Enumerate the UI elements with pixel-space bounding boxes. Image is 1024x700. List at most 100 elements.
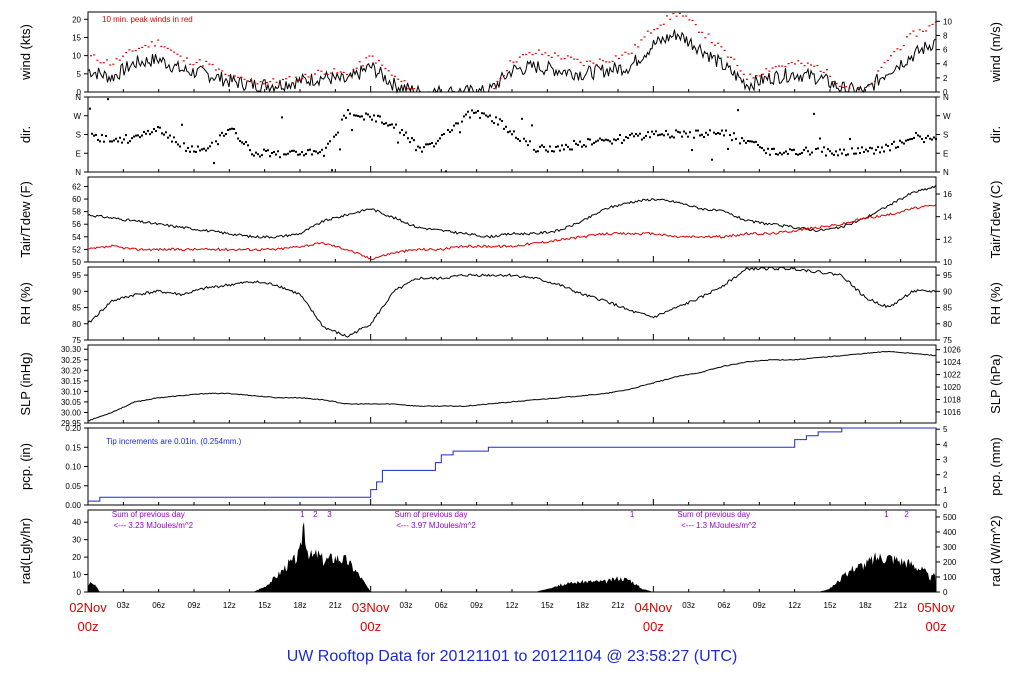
dir-point [859,152,861,155]
wind-peak-mark [403,80,406,82]
dir-point [97,139,99,142]
dir-point [153,128,155,131]
wind-peak-mark [678,12,681,15]
dir-point [625,136,627,139]
dir-point [827,148,829,151]
dir-point [325,146,327,149]
ytick-label-right-slp: 1026 [943,346,961,355]
dir-point [185,149,187,152]
dir-point [639,132,641,135]
dir-point [799,152,801,155]
radiation-area [88,521,936,592]
wind-peak-mark [915,35,918,37]
dir-point [789,148,791,151]
dir-point [719,132,721,135]
dir-point [733,132,735,135]
wind-peak-mark [259,81,262,83]
dir-point [693,136,695,139]
dir-point [653,133,655,136]
wind-peak-mark [742,73,745,75]
dir-point [923,141,925,144]
dir-point [397,141,399,144]
ytick-label-right-temperature: 16 [943,190,952,199]
wind-peak-mark [784,65,787,68]
dir-point [387,124,389,127]
dir-point [709,129,711,132]
ytick-label-left-pcp: 0.05 [65,482,81,491]
dir-point [833,153,835,156]
wind-peak-mark [790,61,793,64]
dir-point [611,142,613,145]
dir-point [411,137,413,140]
wind-peak-mark [320,70,323,72]
wind-peak-mark [346,73,348,76]
ytick-label-right-rh: 75 [943,336,952,345]
footer-title: UW Rooftop Data for 20121101 to 20121104… [286,648,738,665]
wind-peak-mark [912,30,915,32]
dir-point [655,130,657,133]
dir-point [817,147,819,150]
wind-peak-mark [352,69,355,71]
ytick-label-left-slp: 30.20 [61,366,82,375]
dir-point [293,149,295,152]
wind-peak-mark [560,58,563,60]
wind-peak-mark [925,30,928,32]
wind-peak-mark [806,62,809,64]
dir-point [651,130,653,133]
dir-point [891,143,893,146]
rad-peak-mark: 1 [300,510,305,519]
wind-peak-mark [134,50,137,52]
wind-peak-mark [531,53,534,56]
dir-point [103,140,105,143]
dir-point [821,150,823,153]
dir-point [569,148,571,151]
dir-point [183,142,185,145]
wind-peak-mark [342,71,345,74]
dir-point [929,137,931,140]
wind-peak-mark [250,78,252,81]
wind-peak-mark [707,33,710,35]
ylabel-left-slp: SLP (inHg) [18,352,33,415]
wind-peak-mark [736,64,739,67]
wind-peak-mark [371,55,374,57]
wind-peak-mark [554,52,556,54]
wind-peak-mark [694,24,697,26]
wind-peak-mark [400,80,403,83]
dir-point [451,129,453,132]
dir-point [729,134,731,137]
dir-point [191,145,193,148]
wind-peak-mark [230,79,233,81]
dir-point [553,150,555,153]
xtick-label: 09z [753,601,766,610]
wind-peak-mark [96,59,99,61]
dir-point [475,111,477,114]
dir-point [331,169,333,172]
wind-peak-mark [138,47,140,50]
dir-point [439,137,441,140]
dir-point [469,116,471,119]
dir-point [345,116,347,119]
dir-point [497,123,499,126]
dir-point [101,134,103,137]
dir-point [761,147,763,150]
dir-point [749,140,751,143]
wind-peak-mark [640,39,643,41]
dir-point [621,141,623,144]
wind-peak-mark [186,57,188,59]
dir-point [137,134,139,137]
wind-peak-mark [826,69,828,71]
ytick-label-left-temperature: 56 [72,220,81,229]
dir-point [457,122,459,125]
ytick-label-left-wind: 15 [72,33,81,42]
dir-point [535,150,537,153]
dir-point [841,152,843,155]
dir-point [701,133,703,136]
dir-point [735,137,737,140]
dir-point [173,136,175,139]
dir-point [319,151,321,154]
dir-point [689,131,691,134]
dir-point [385,122,387,125]
dir-point [525,140,527,143]
ytick-label-right-temperature: 12 [943,235,952,244]
xtick-label: 21z [329,601,342,610]
